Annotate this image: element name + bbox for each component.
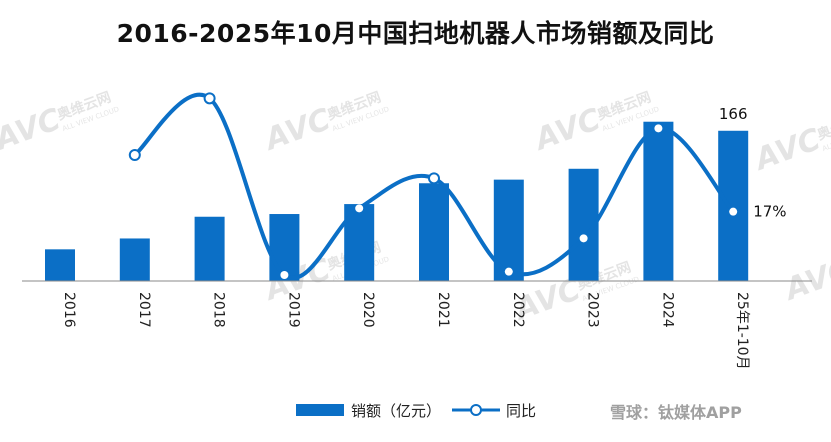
bar-2024 [643,121,674,281]
bar-25年1-10月 [718,130,749,281]
legend-bar-swatch [296,404,344,416]
yoy-point-2021 [428,172,440,185]
bar-2019 [269,214,300,281]
data-label-yoy-last: 17% [753,203,786,221]
yoy-point-2018 [203,92,216,105]
yoy-point-2019 [280,271,289,279]
x-tick-2022: 2022 [510,292,526,328]
footer-watermark: 雪球：钛媒体APP [610,403,742,422]
watermark-brand: AVC [259,102,335,158]
x-tick-2023: 2023 [585,292,601,328]
yoy-point-2020 [355,204,364,213]
legend: 销额（亿元） 同比 [296,402,536,420]
yoy-point-2017 [128,149,141,161]
yoy-point-2024 [654,124,663,133]
watermark-brand: AVC [779,252,831,308]
legend-bar-label: 销额（亿元） [351,402,441,420]
bar-2016 [45,249,75,281]
yoy-point-25年1-10月 [729,207,738,216]
x-tick-labels: 2016 2017 2018 2019 2020 2021 2022 2023 2024 25年1… [61,292,750,370]
watermark-brand: AVC [529,102,605,158]
bar-2021 [419,183,449,281]
x-tick-2021: 2021 [435,292,451,328]
x-tick-2018: 2018 [211,292,227,328]
legend-line-marker [470,404,482,416]
bar-2017 [119,238,150,281]
x-tick-2020: 2020 [360,292,376,328]
line-series [128,92,738,280]
x-tick-2017: 2017 [136,292,152,328]
watermark-brand: AVC [749,122,825,178]
x-tick-25年1-10月: 25年1-10月 [734,292,750,370]
data-label-bar-last: 166 [719,105,748,123]
data-labels: 166 17% [719,105,787,221]
bar-series [45,121,749,281]
yoy-point-2023 [579,234,588,243]
x-tick-2019: 2019 [285,292,301,328]
bar-2018 [194,216,225,281]
x-tick-2016: 2016 [61,292,77,328]
yoy-point-2022 [504,267,513,276]
legend-line-label: 同比 [506,402,536,420]
chart-title: 2016-2025年10月中国扫地机器人市场销额及同比 [116,19,715,48]
x-tick-2024: 2024 [659,292,675,328]
